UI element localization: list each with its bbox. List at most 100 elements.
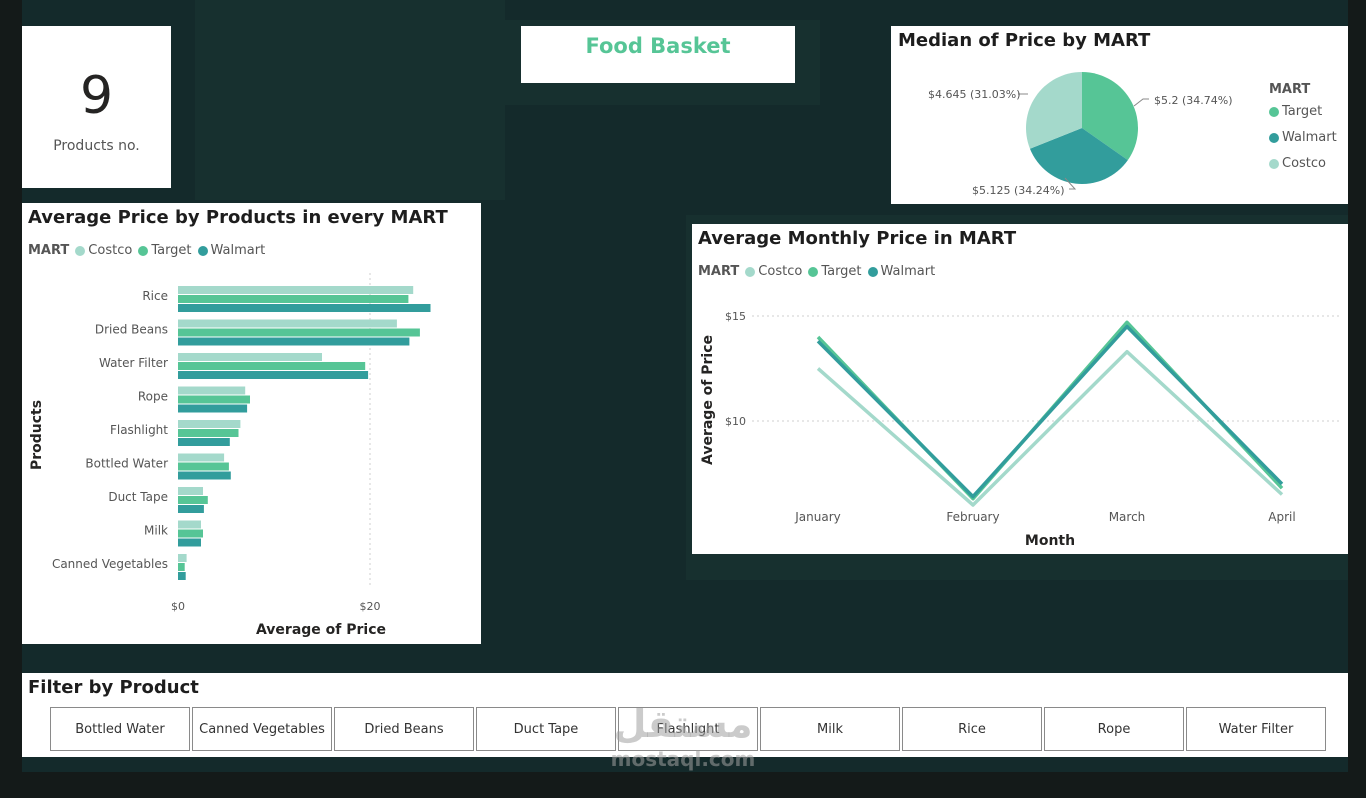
pie-slice-target[interactable] <box>1082 72 1138 161</box>
legend-label: Target <box>151 243 192 258</box>
x-tick-label: April <box>1268 510 1295 524</box>
bar-target[interactable] <box>178 563 185 571</box>
legend-label: Walmart <box>210 243 266 258</box>
bar-walmart[interactable] <box>178 438 230 446</box>
bar-walmart[interactable] <box>178 538 201 547</box>
y-tick-label: Canned Vegetables <box>52 557 168 571</box>
pie-legend-item-walmart[interactable]: Walmart <box>1269 130 1337 145</box>
pie-legend-item-costco[interactable]: Costco <box>1269 156 1326 171</box>
bar-costco[interactable] <box>178 487 203 495</box>
x-tick-label: January <box>794 510 841 524</box>
line-series-costco[interactable] <box>816 349 1284 507</box>
bar-target[interactable] <box>178 529 203 538</box>
kpi-value: 9 <box>79 66 114 126</box>
bar-target[interactable] <box>178 496 208 504</box>
bar-target[interactable] <box>178 462 229 471</box>
pie-legend-label: Walmart <box>1282 130 1337 145</box>
legend-label: Costco <box>88 243 133 258</box>
bar-target[interactable] <box>178 295 409 303</box>
pie-legend-item-target[interactable]: Target <box>1269 104 1322 119</box>
line-chart: Average of Price Month $15 $10 January Febr… <box>700 310 1342 549</box>
y-tick-label: Water Filter <box>99 356 168 370</box>
legend-label: Walmart <box>880 264 936 279</box>
bar-target[interactable] <box>178 429 239 437</box>
pie-legend-label: Costco <box>1282 156 1327 171</box>
bar-target[interactable] <box>178 395 250 404</box>
line-chart-legend: MART Costco Target Walmart <box>698 264 941 279</box>
legend-dot-icon <box>197 245 208 256</box>
legend-item-costco[interactable]: Costco <box>75 243 132 258</box>
bar-target[interactable] <box>178 328 420 337</box>
bar-walmart[interactable] <box>178 304 431 312</box>
bar-walmart[interactable] <box>178 371 369 379</box>
bar-costco[interactable] <box>178 520 201 529</box>
y-tick-label: Duct Tape <box>108 490 168 504</box>
line-chart-title: Average Monthly Price in MART <box>698 228 1017 249</box>
legend-item-walmart[interactable]: Walmart <box>197 243 266 258</box>
legend-item-costco[interactable]: Costco <box>745 264 802 279</box>
legend-dot-icon <box>1269 132 1279 143</box>
bar-walmart[interactable] <box>178 471 231 480</box>
line-chart-card[interactable]: Average Monthly Price in MART MART Costc… <box>692 224 1348 554</box>
filter-option-milk[interactable]: Milk <box>760 707 900 751</box>
legend-dot-icon <box>808 266 819 277</box>
line-series-walmart[interactable] <box>816 324 1284 499</box>
y-axis-title: Average of Price <box>700 335 716 465</box>
bar-target[interactable] <box>178 362 366 370</box>
bar-chart-card[interactable]: Average Price by Products in every MART … <box>22 203 481 644</box>
pie-chart: $5.2 (34.74%) $5.125 (34.24%) $4.645 (31… <box>928 72 1233 197</box>
x-axis-title: Average of Price <box>256 622 386 638</box>
pie-slice-costco[interactable] <box>1025 72 1082 149</box>
bar-walmart[interactable] <box>178 572 186 580</box>
pie-legend-title: MART <box>1269 82 1311 97</box>
y-tick-label: Flashlight <box>110 423 168 437</box>
y-tick-label: Milk <box>144 524 168 538</box>
y-tick-label: $15 <box>725 310 746 323</box>
filter-option-canned-vegetables[interactable]: Canned Vegetables <box>192 707 332 751</box>
filter-option-rope[interactable]: Rope <box>1044 707 1184 751</box>
y-tick-label: Rope <box>138 390 168 404</box>
pie-legend-label: Target <box>1282 104 1323 119</box>
bar-costco[interactable] <box>178 420 241 428</box>
legend-item-target[interactable]: Target <box>138 243 192 258</box>
filter-option-bottled-water[interactable]: Bottled Water <box>50 707 190 751</box>
filter-option-dried-beans[interactable]: Dried Beans <box>334 707 474 751</box>
legend-dot-icon <box>138 245 149 256</box>
legend-item-target[interactable]: Target <box>808 264 862 279</box>
bar-walmart[interactable] <box>178 404 248 413</box>
y-tick-label: Bottled Water <box>85 457 168 471</box>
bar-walmart[interactable] <box>178 505 204 513</box>
filter-option-flashlight[interactable]: Flashlight <box>618 707 758 751</box>
legend-dot-icon <box>75 245 86 256</box>
y-axis-title: Products <box>29 400 45 470</box>
pie-label-costco: $4.645 (31.03%) <box>928 88 1021 101</box>
bar-costco[interactable] <box>178 554 187 562</box>
pie-leader-line <box>1133 98 1149 107</box>
legend-item-walmart[interactable]: Walmart <box>867 264 936 279</box>
bar-costco[interactable] <box>178 386 246 395</box>
bar-costco[interactable] <box>178 286 414 294</box>
bar-costco[interactable] <box>178 353 322 361</box>
pie-chart-card[interactable]: Median of Price by MART $5.2 (34.74%) $5… <box>891 26 1348 204</box>
bar-costco[interactable] <box>178 319 397 328</box>
bar-chart-legend: MART Costco Target Walmart <box>28 243 271 258</box>
x-tick-label: February <box>946 510 999 524</box>
watermark-arabic: مستقل <box>613 702 753 746</box>
bar-costco[interactable] <box>178 453 225 462</box>
pie-label-target: $5.2 (34.74%) <box>1154 94 1233 107</box>
header-card: Food Basket <box>521 26 795 83</box>
legend-title: MART <box>28 243 70 258</box>
filter-option-duct-tape[interactable]: Duct Tape <box>476 707 616 751</box>
pie-slice-walmart[interactable] <box>1029 128 1128 184</box>
filter-option-rice[interactable]: Rice <box>902 707 1042 751</box>
bar-walmart[interactable] <box>178 337 410 346</box>
filter-option-water-filter[interactable]: Water Filter <box>1186 707 1326 751</box>
legend-dot-icon <box>867 266 878 277</box>
watermark: مستقل mostaql.com <box>600 700 766 770</box>
report-title: Food Basket <box>585 34 731 58</box>
y-tick-label: $10 <box>725 415 746 428</box>
pie-leader-line <box>1064 177 1077 190</box>
kpi-label: Products no. <box>53 138 140 154</box>
x-tick-label: March <box>1109 510 1146 524</box>
y-tick-label: Dried Beans <box>95 323 168 337</box>
